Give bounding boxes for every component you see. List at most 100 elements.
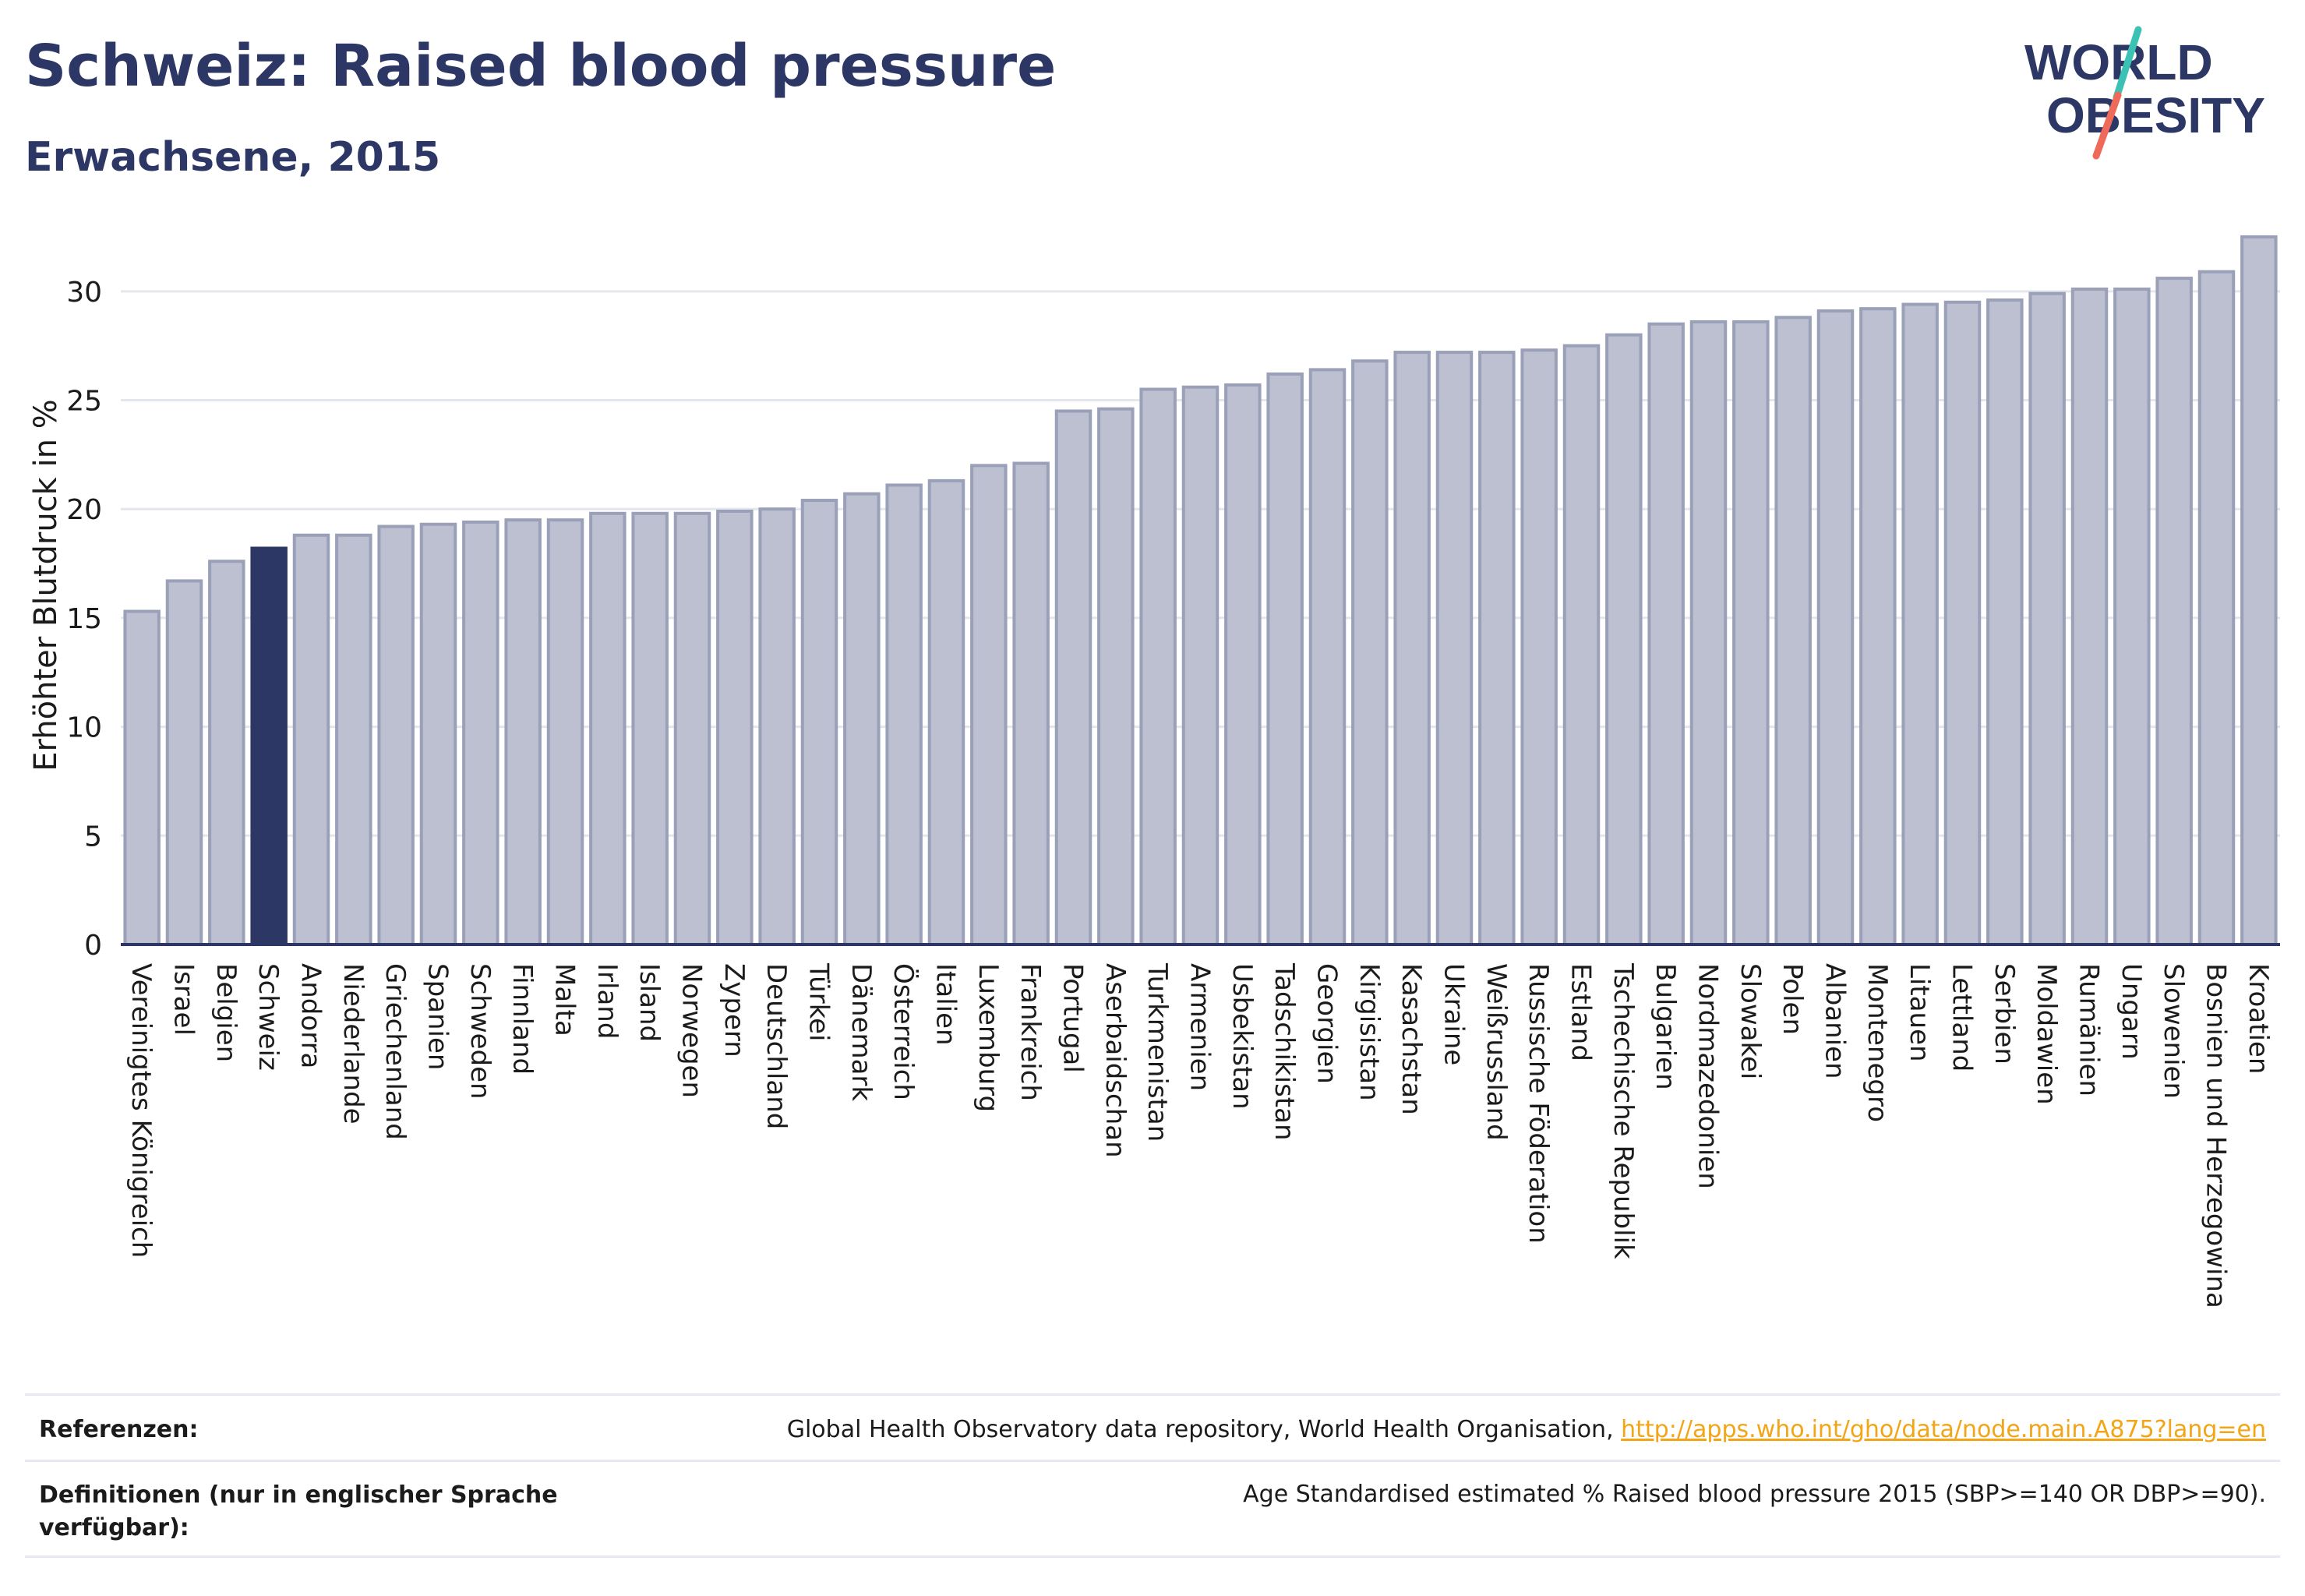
definitions-label: Definitionen (nur in englischer Sprache … — [39, 1481, 558, 1541]
x-tick-label: Polen — [1777, 963, 1808, 1035]
y-tick-label: 0 — [84, 930, 102, 962]
logo-line2: OBESITY — [2046, 87, 2265, 143]
bar — [758, 507, 796, 947]
chart-title: Schweiz: Raised blood pressure — [25, 33, 1057, 100]
x-tick-label: Slowakei — [1735, 963, 1766, 1079]
world-obesity-logo: WORLD OBESITY — [2024, 23, 2282, 171]
bar — [250, 546, 288, 946]
bar — [1520, 348, 1558, 947]
x-tick-label: Finnland — [507, 963, 538, 1075]
references-row: Referenzen: Global Health Observatory da… — [25, 1393, 2280, 1460]
bar — [504, 518, 542, 946]
bar — [1943, 300, 1982, 946]
bar — [462, 520, 499, 946]
x-tick-label: Russische Föderation — [1523, 963, 1554, 1244]
bar — [1351, 359, 1389, 946]
x-tick-label: Österreich — [888, 963, 920, 1100]
x-tick-label: Andorra — [295, 963, 327, 1068]
x-tick-label: Rumänien — [2074, 963, 2105, 1096]
references-value: Global Health Observatory data repositor… — [787, 1416, 2266, 1443]
x-tick-label: Georgien — [1311, 963, 1343, 1084]
bar — [1478, 351, 1516, 947]
tick-labels: 0 5 10 15 20 25 30 Vereinigtes Königreich Israel… — [28, 277, 2274, 1308]
x-tick-label: Slowenien — [2158, 963, 2189, 1099]
footer: Referenzen: Global Health Observatory da… — [25, 1393, 2280, 1559]
bar — [335, 533, 372, 946]
y-tick-label: 20 — [66, 494, 102, 526]
references-link[interactable]: http://apps.who.int/gho/data/node.main.A… — [1621, 1416, 2266, 1443]
x-tick-label: Israel — [168, 963, 199, 1036]
bar — [1816, 309, 1855, 947]
x-tick-label: Dänemark — [845, 963, 877, 1101]
x-tick-label: Spanien — [422, 963, 454, 1070]
logo-slash-teal — [2113, 26, 2142, 101]
logo-slash-coral — [2092, 91, 2122, 160]
x-tick-label: Zypern — [718, 963, 750, 1058]
bar — [2240, 235, 2278, 946]
x-tick-label: Weißrussland — [1481, 963, 1512, 1141]
bar — [927, 478, 965, 946]
x-tick-label: Turkmenistan — [1142, 962, 1173, 1142]
footer-bottom-rule — [25, 1555, 2280, 1559]
bar — [1901, 302, 1939, 946]
x-tick-label: Deutschland — [761, 963, 792, 1129]
bar — [208, 560, 245, 946]
x-tick-label: Aserbaidschan — [1100, 963, 1131, 1158]
x-tick-label: Bosnien und Herzegowina — [2201, 963, 2232, 1308]
bar — [1012, 461, 1050, 947]
y-tick-label: 10 — [66, 712, 102, 744]
bar — [2155, 277, 2193, 946]
y-tick-label: 5 — [84, 821, 102, 853]
x-tick-label: Vereinigtes Königreich — [125, 963, 157, 1258]
bar — [165, 579, 203, 946]
bar — [970, 464, 1008, 947]
bar — [1266, 372, 1304, 947]
x-tick-label: Serbien — [1989, 963, 2020, 1065]
x-tick-label: Nordmazedonien — [1693, 963, 1724, 1189]
x-tick-label: Kirgisistan — [1354, 963, 1385, 1101]
bar — [2070, 288, 2109, 947]
x-tick-label: Portugal — [1057, 963, 1089, 1073]
x-tick-label: Litauen — [1904, 963, 1935, 1062]
bar — [1859, 307, 1897, 947]
bar — [716, 510, 754, 947]
y-tick-label: 30 — [66, 277, 102, 309]
y-tick-label: 25 — [66, 386, 102, 418]
x-tick-label: Ungarn — [2116, 963, 2147, 1060]
bar — [1774, 316, 1812, 946]
x-tick-label: Malta — [549, 963, 581, 1036]
x-tick-label: Türkei — [803, 962, 835, 1041]
x-tick-label: Italien — [930, 963, 962, 1046]
x-tick-label: Lettland — [1947, 963, 1978, 1072]
bar — [292, 533, 330, 946]
bar — [123, 609, 161, 946]
x-tick-label: Albanien — [1820, 963, 1851, 1079]
bars — [123, 235, 2278, 947]
references-label: Referenzen: — [39, 1416, 199, 1443]
definitions-row: Definitionen (nur in englischer Sprache … — [25, 1460, 2280, 1555]
bar — [1986, 298, 2024, 946]
bar — [1054, 409, 1092, 946]
x-tick-label: Luxemburg — [972, 963, 1004, 1112]
y-axis-label: Erhöhter Blutdruck in % — [28, 399, 64, 771]
x-tick-label: Bulgarien — [1650, 963, 1681, 1090]
x-tick-label: Norwegen — [676, 963, 708, 1098]
bar — [2028, 291, 2066, 946]
bar — [673, 511, 711, 946]
bar — [2197, 270, 2236, 946]
bar — [885, 483, 923, 947]
bar — [1605, 333, 1643, 947]
x-tick-label: Kroatien — [2243, 963, 2274, 1074]
x-tick-label: Usbekistan — [1227, 963, 1258, 1110]
x-tick-label: Ukraine — [1438, 963, 1470, 1065]
bar — [1732, 320, 1770, 946]
bar — [546, 518, 584, 946]
bar — [1393, 351, 1431, 947]
bar — [1562, 344, 1601, 946]
chart-subtitle: Erwachsene, 2015 — [25, 134, 441, 181]
x-tick-label: Griechenland — [379, 963, 411, 1140]
x-tick-label: Estland — [1565, 963, 1597, 1061]
bar — [843, 492, 881, 946]
bar — [1097, 407, 1135, 946]
x-tick-label: Belgien — [210, 963, 242, 1062]
